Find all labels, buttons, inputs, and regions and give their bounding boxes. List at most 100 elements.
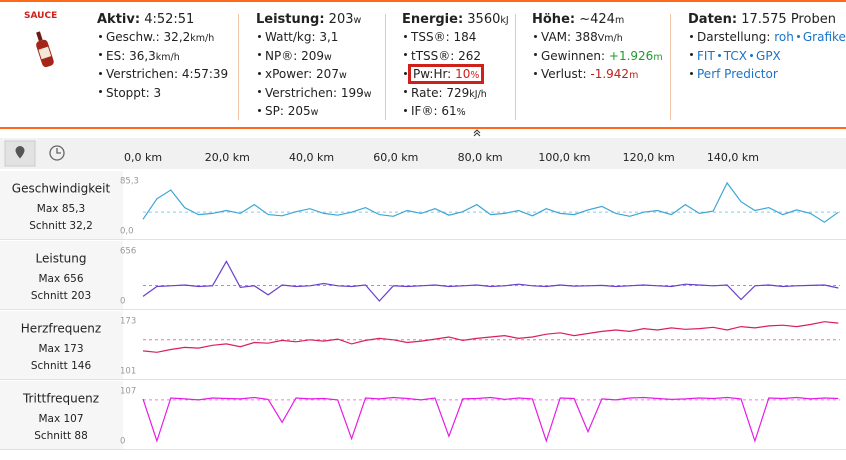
- link[interactable]: GPX: [756, 48, 781, 63]
- item-value: +1.926: [608, 48, 654, 63]
- y-tick-label: 101: [120, 367, 136, 377]
- item-label: Verstrichen:: [106, 67, 179, 81]
- stats-panel: SAUCE Aktiv: 4:52:51 Geschw.: 32,2km/h ES:…: [0, 0, 846, 127]
- bullet: [99, 53, 102, 56]
- bullet: [258, 108, 261, 112]
- x-tick-label: 60,0 km: [373, 151, 418, 164]
- data-line: [142, 260, 839, 302]
- x-tick-label: 20,0 km: [205, 151, 250, 164]
- item-unit: km/h: [190, 33, 215, 44]
- panel-name: Geschwindigkeit: [12, 182, 111, 196]
- panel-label-bg: [0, 311, 123, 379]
- panel-label-bg: [0, 171, 123, 239]
- y-tick-label: 0,0: [120, 227, 134, 237]
- link[interactable]: TCX: [723, 48, 748, 63]
- stat-title: Daten:: [688, 12, 738, 27]
- item-label: ES:: [106, 48, 126, 63]
- x-tick-label: 140,0 km: [707, 151, 759, 164]
- panel-avg: Schnitt 203: [31, 290, 91, 302]
- stat-heading: Daten: 17.575 Proben: [688, 12, 846, 27]
- item-unit: m: [629, 70, 639, 81]
- data-line: [142, 321, 839, 353]
- item-unit: w: [324, 51, 332, 63]
- stat-item: NP®: 209w: [256, 49, 372, 68]
- x-tick-label: 120,0 km: [623, 151, 675, 164]
- stat-item: Verstrichen: 199w: [256, 86, 372, 105]
- stat-column: Daten: 17.575 Proben Darstellung: roh Graf…: [688, 12, 846, 86]
- divider: [670, 14, 671, 120]
- panel-max: Max 173: [38, 343, 83, 355]
- item-value: 3: [153, 85, 162, 100]
- bullet: [534, 34, 537, 38]
- item-value: 184: [453, 30, 477, 44]
- stat-column: Aktiv: 4:52:51 Geschw.: 32,2km/h ES: 36,3k…: [97, 12, 228, 104]
- stat-item: Darstellung: roh Grafiken: [688, 30, 846, 49]
- bullet: [99, 34, 102, 38]
- item-value: 205: [287, 104, 311, 118]
- panel-avg: Schnitt 146: [31, 360, 92, 372]
- panel-label-bg: [0, 381, 123, 449]
- stat-item: Pw:Hr: 10%: [402, 64, 509, 86]
- bullet: [258, 34, 261, 38]
- stat-item: VAM: 388Vm/h: [532, 30, 663, 49]
- stat-item: Verlust: -1.942m: [532, 67, 663, 86]
- item-value: 262: [458, 48, 482, 63]
- y-tick-label: 0: [120, 437, 125, 447]
- bullet: [258, 90, 261, 93]
- item-unit: km/h: [155, 51, 180, 63]
- data-line: [142, 181, 839, 223]
- y-tick-label: 173: [120, 317, 136, 327]
- y-tick-label: 0: [120, 297, 125, 307]
- item-value: 209: [301, 48, 324, 63]
- x-tick-label: 100,0 km: [538, 151, 590, 164]
- item-unit: m: [653, 51, 663, 63]
- item-unit: Vm/h: [597, 33, 623, 44]
- bullet: [404, 34, 407, 38]
- stat-item: Watt/kg: 3,1: [256, 30, 372, 49]
- stat-item: Stoppt: 3: [97, 86, 228, 105]
- item-label: Geschw.:: [106, 30, 160, 44]
- bullet: [99, 71, 102, 75]
- stat-item: tTSS®: 262: [402, 49, 509, 68]
- link-separator: [796, 35, 800, 38]
- stat-unit: w: [353, 15, 362, 26]
- bullet: [404, 53, 407, 56]
- stat-unit: kJ: [500, 15, 509, 26]
- link[interactable]: roh: [774, 30, 794, 44]
- stat-unit: m: [614, 15, 625, 26]
- item-label: IF®:: [411, 104, 438, 118]
- x-tick-label: 40,0 km: [289, 151, 334, 164]
- link[interactable]: FIT: [697, 48, 715, 63]
- stat-column: Höhe: ~424m VAM: 388Vm/h Gewinnen: +1.926m…: [532, 12, 663, 86]
- item-value: -1.942: [590, 67, 630, 81]
- stat-item: ES: 36,3km/h: [97, 49, 228, 68]
- item-label: VAM:: [541, 30, 572, 44]
- item-value: 207: [316, 67, 339, 81]
- panel-name: Herzfrequenz: [21, 322, 101, 336]
- bullet: [690, 53, 693, 56]
- link[interactable]: Perf Predictor: [697, 67, 778, 81]
- stat-item: Verstrichen: 4:57:39: [97, 67, 228, 86]
- item-label: SP:: [265, 104, 284, 118]
- x-tick-label: 0,0 km: [124, 151, 162, 164]
- stat-column: Energie: 3560kJ TSS®: 184 tTSS®: 262 Pw:Hr:…: [402, 12, 509, 123]
- bullet: [258, 53, 261, 56]
- stat-heading: Energie: 3560kJ: [402, 12, 509, 27]
- panel-name: Trittfrequenz: [22, 392, 99, 406]
- panel-avg: Schnitt 88: [34, 430, 88, 442]
- item-unit: %: [456, 107, 466, 118]
- bullet: [404, 90, 407, 93]
- link[interactable]: Grafiken: [802, 30, 846, 44]
- item-value: 10: [455, 67, 471, 81]
- y-tick-label: 107: [120, 387, 136, 397]
- stat-title: Aktiv:: [97, 12, 141, 27]
- item-label: tTSS®:: [411, 48, 455, 63]
- stat-item: TSS®: 184: [402, 30, 509, 49]
- item-label: Watt/kg:: [265, 30, 316, 44]
- item-unit: %: [470, 70, 480, 81]
- divider: [385, 14, 386, 120]
- item-label: xPower:: [265, 67, 313, 81]
- panel-label-bg: [0, 241, 123, 309]
- stat-title: Energie:: [402, 12, 464, 27]
